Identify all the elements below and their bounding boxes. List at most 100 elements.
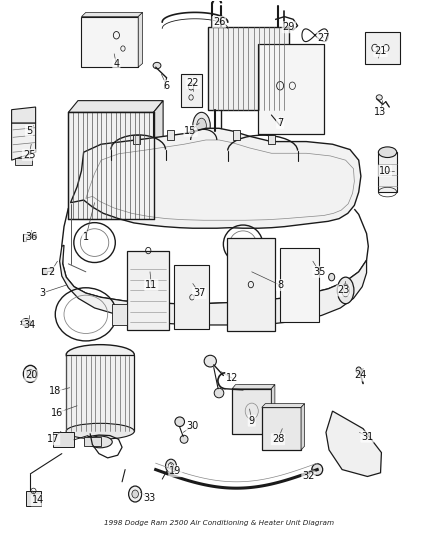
Bar bbox=[174, 265, 209, 329]
Polygon shape bbox=[272, 384, 275, 434]
Ellipse shape bbox=[337, 277, 354, 304]
Polygon shape bbox=[68, 112, 153, 219]
Text: 24: 24 bbox=[355, 370, 367, 381]
Text: 35: 35 bbox=[313, 267, 325, 277]
Text: 26: 26 bbox=[213, 17, 225, 27]
Ellipse shape bbox=[23, 366, 37, 382]
Bar bbox=[262, 407, 301, 450]
Polygon shape bbox=[326, 411, 381, 477]
Text: 12: 12 bbox=[226, 373, 238, 383]
Ellipse shape bbox=[88, 436, 112, 448]
Bar bbox=[268, 135, 275, 144]
Text: 18: 18 bbox=[49, 386, 61, 397]
Polygon shape bbox=[42, 268, 52, 274]
Text: 31: 31 bbox=[361, 432, 374, 442]
Text: 6: 6 bbox=[163, 81, 170, 91]
Text: 33: 33 bbox=[143, 492, 155, 503]
Bar bbox=[53, 432, 74, 447]
Bar bbox=[26, 491, 41, 506]
Polygon shape bbox=[81, 12, 143, 17]
Bar bbox=[378, 152, 397, 192]
Bar bbox=[227, 238, 275, 332]
Polygon shape bbox=[60, 245, 367, 325]
Bar bbox=[66, 355, 134, 431]
Text: 1998 Dodge Ram 2500 Air Conditioning & Heater Unit Diagram: 1998 Dodge Ram 2500 Air Conditioning & H… bbox=[104, 520, 334, 526]
Text: 34: 34 bbox=[23, 320, 35, 330]
Text: 1: 1 bbox=[83, 232, 89, 243]
Ellipse shape bbox=[272, 127, 280, 133]
Bar bbox=[81, 17, 138, 67]
Polygon shape bbox=[22, 233, 36, 241]
Text: 23: 23 bbox=[337, 286, 350, 295]
Bar bbox=[167, 131, 174, 140]
Ellipse shape bbox=[342, 284, 350, 297]
Text: 28: 28 bbox=[272, 434, 284, 445]
Ellipse shape bbox=[27, 369, 34, 378]
Polygon shape bbox=[301, 403, 304, 450]
Bar bbox=[233, 131, 240, 140]
Ellipse shape bbox=[193, 112, 210, 139]
Text: 10: 10 bbox=[379, 166, 391, 176]
Polygon shape bbox=[262, 403, 304, 407]
Bar bbox=[112, 304, 127, 325]
Ellipse shape bbox=[180, 435, 188, 443]
Text: 7: 7 bbox=[277, 118, 283, 128]
Ellipse shape bbox=[153, 62, 161, 69]
Polygon shape bbox=[153, 101, 163, 219]
Text: 19: 19 bbox=[169, 466, 181, 476]
Ellipse shape bbox=[378, 147, 397, 158]
Ellipse shape bbox=[204, 356, 216, 367]
Ellipse shape bbox=[21, 319, 30, 326]
Text: 16: 16 bbox=[51, 408, 64, 418]
Text: 20: 20 bbox=[25, 370, 37, 381]
Ellipse shape bbox=[376, 95, 382, 100]
Ellipse shape bbox=[214, 388, 224, 398]
Text: 27: 27 bbox=[318, 33, 330, 43]
Polygon shape bbox=[71, 128, 361, 228]
Bar bbox=[133, 135, 140, 144]
Ellipse shape bbox=[175, 417, 184, 426]
Polygon shape bbox=[12, 123, 35, 160]
Polygon shape bbox=[68, 205, 164, 219]
Bar bbox=[127, 251, 169, 330]
Text: 29: 29 bbox=[283, 22, 295, 33]
Text: 36: 36 bbox=[25, 232, 37, 243]
Ellipse shape bbox=[356, 367, 361, 373]
Text: 11: 11 bbox=[145, 280, 157, 290]
Text: 5: 5 bbox=[26, 126, 32, 136]
Text: 21: 21 bbox=[374, 46, 387, 56]
Bar bbox=[84, 437, 101, 446]
Polygon shape bbox=[232, 384, 275, 389]
Text: 9: 9 bbox=[249, 416, 255, 426]
Text: 22: 22 bbox=[187, 78, 199, 88]
Text: 3: 3 bbox=[39, 288, 45, 298]
Ellipse shape bbox=[66, 423, 134, 439]
Text: 13: 13 bbox=[374, 107, 387, 117]
Text: 37: 37 bbox=[193, 288, 205, 298]
Text: 17: 17 bbox=[47, 434, 59, 445]
Bar bbox=[180, 74, 201, 107]
Bar bbox=[365, 31, 400, 64]
Ellipse shape bbox=[312, 464, 323, 475]
Text: 25: 25 bbox=[23, 150, 35, 160]
Bar bbox=[208, 27, 289, 110]
Ellipse shape bbox=[166, 459, 177, 472]
Polygon shape bbox=[138, 12, 143, 67]
Text: 8: 8 bbox=[277, 280, 283, 290]
Text: 14: 14 bbox=[32, 495, 44, 505]
Polygon shape bbox=[68, 101, 163, 112]
Bar bbox=[14, 158, 32, 165]
Text: 30: 30 bbox=[187, 421, 199, 431]
Ellipse shape bbox=[328, 273, 335, 281]
Bar bbox=[258, 44, 324, 134]
Ellipse shape bbox=[197, 118, 206, 133]
Ellipse shape bbox=[66, 345, 134, 365]
Text: 4: 4 bbox=[113, 60, 120, 69]
Polygon shape bbox=[12, 107, 35, 123]
Text: 15: 15 bbox=[184, 126, 197, 136]
Bar bbox=[232, 389, 272, 434]
Ellipse shape bbox=[132, 490, 138, 498]
Ellipse shape bbox=[129, 486, 142, 502]
Bar bbox=[280, 248, 319, 322]
Text: 2: 2 bbox=[48, 267, 54, 277]
